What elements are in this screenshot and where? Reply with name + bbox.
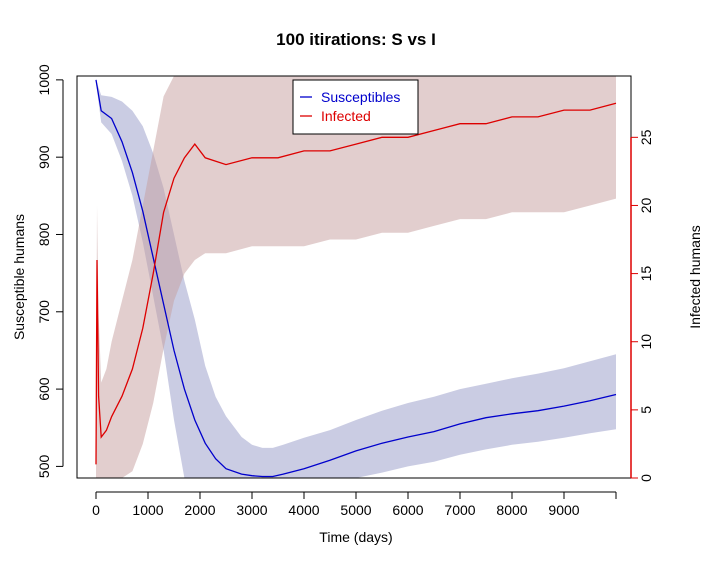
x-tick-label: 2000 xyxy=(184,502,215,518)
x-tick-label: 0 xyxy=(92,502,100,518)
y2-tick-label: 10 xyxy=(638,334,654,350)
y-tick-label: 500 xyxy=(36,455,52,479)
y-tick-label: 700 xyxy=(36,300,52,324)
y-axis-right: 0 5 10 15 20 25 xyxy=(630,129,654,482)
y2-axis-title: Infected humans xyxy=(687,225,703,329)
y2-tick-label: 15 xyxy=(638,266,654,282)
x-axis: 0 1000 2000 3000 4000 5000 6000 7000 8000 9000 xyxy=(92,491,617,518)
x-tick-label: 8000 xyxy=(496,502,527,518)
y-tick-label: 600 xyxy=(36,377,52,401)
series-lines xyxy=(95,79,617,478)
y2-tick-label: 0 xyxy=(638,474,654,482)
band-infected xyxy=(96,76,616,478)
x-tick-label: 3000 xyxy=(236,502,267,518)
y2-tick-label: 25 xyxy=(638,129,654,145)
y-tick-label: 1000 xyxy=(36,64,52,95)
x-tick-label: 1000 xyxy=(132,502,163,518)
x-tick-label: 6000 xyxy=(392,502,423,518)
line-susceptibles xyxy=(95,79,617,478)
x-tick-label: 4000 xyxy=(288,502,319,518)
y-axis-title: Susceptible humans xyxy=(11,214,27,340)
confidence-bands xyxy=(96,76,616,479)
legend-box xyxy=(292,79,419,135)
x-tick-label: 5000 xyxy=(340,502,371,518)
chart-title: 100 itirations: S vs I xyxy=(276,30,436,49)
x-axis-title: Time (days) xyxy=(319,529,392,545)
y-tick-label: 800 xyxy=(36,223,52,247)
x-tick-label: 7000 xyxy=(444,502,475,518)
y-axis-left: 500 600 700 800 900 1000 xyxy=(36,64,64,479)
y2-tick-label: 20 xyxy=(638,197,654,213)
legend-label: Infected xyxy=(321,108,371,124)
legend: Susceptibles Infected xyxy=(292,79,419,135)
y2-tick-label: 5 xyxy=(638,406,654,414)
legend-label: Susceptibles xyxy=(321,89,400,105)
x-tick-label: 9000 xyxy=(548,502,579,518)
line-infected xyxy=(95,102,617,465)
y-tick-label: 900 xyxy=(36,145,52,169)
